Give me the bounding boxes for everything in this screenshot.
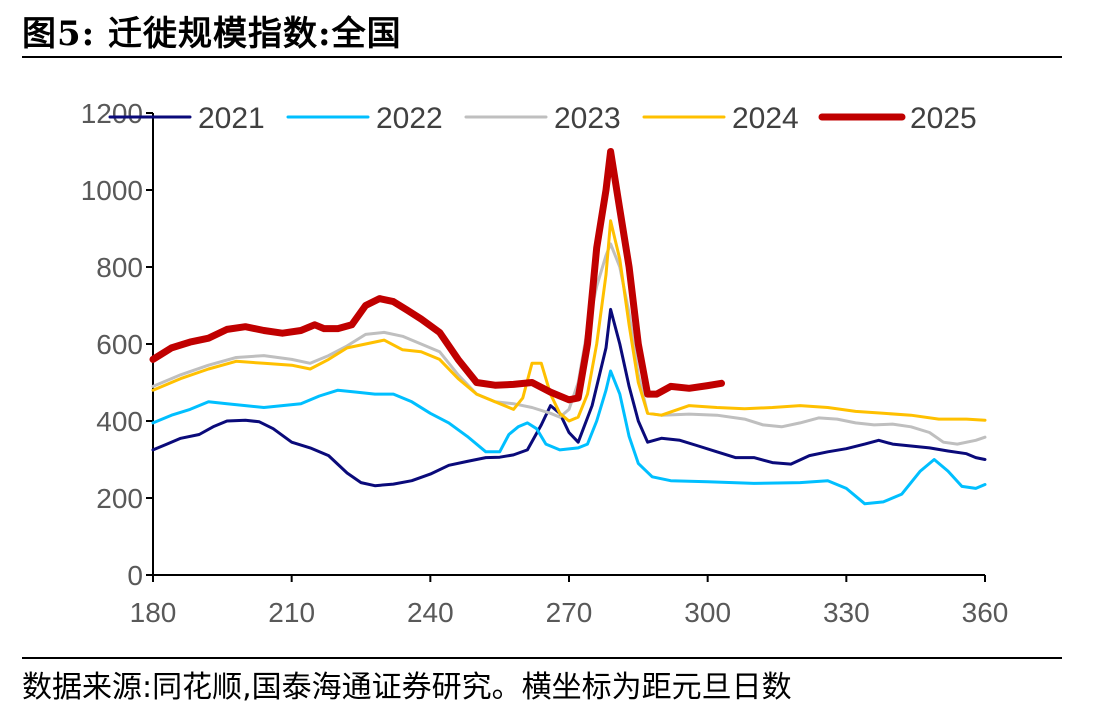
y-tick-label: 200: [96, 483, 143, 514]
x-tick-label: 180: [130, 597, 177, 628]
y-tick-label: 1000: [81, 175, 143, 206]
y-tick-label: 0: [127, 560, 143, 591]
x-tick-label: 210: [268, 597, 315, 628]
x-tick-label: 330: [823, 597, 870, 628]
legend-label-2023: 2023: [554, 102, 621, 135]
x-tick-label: 300: [684, 597, 731, 628]
series-line-2024: [151, 219, 987, 423]
legend-label-2025: 2025: [910, 102, 977, 135]
chart-legend: 2021 2022 2023 2024 2025: [108, 102, 977, 135]
y-tick-label: 1200: [81, 98, 143, 129]
x-tick-label: 360: [962, 597, 1009, 628]
bottom-rule: [22, 657, 1062, 659]
legend-label-2022: 2022: [376, 102, 443, 135]
legend-label-2021: 2021: [198, 102, 265, 135]
chart-series: [149, 148, 987, 506]
legend-label-2024: 2024: [732, 102, 799, 135]
y-tick-label: 600: [96, 329, 143, 360]
y-tick-label: 800: [96, 252, 143, 283]
series-line-2022: [151, 369, 987, 506]
x-tick-label: 240: [407, 597, 454, 628]
series-line-2023: [151, 242, 987, 446]
y-tick-label: 400: [96, 406, 143, 437]
source-note: 数据来源:同花顺,国泰海通证券研究。横坐标为距元旦日数: [22, 670, 792, 705]
top-rule: [22, 56, 1062, 58]
series-line-2025: [149, 148, 725, 404]
x-tick-label: 270: [546, 597, 593, 628]
series-line-2021: [151, 307, 987, 488]
figure-title: 图5: 迁徙规模指数:全国: [22, 14, 402, 54]
chart-axes: 0 200 400 600 800 1000 1200 180 210 240 270 300 330 3…: [81, 98, 1009, 628]
